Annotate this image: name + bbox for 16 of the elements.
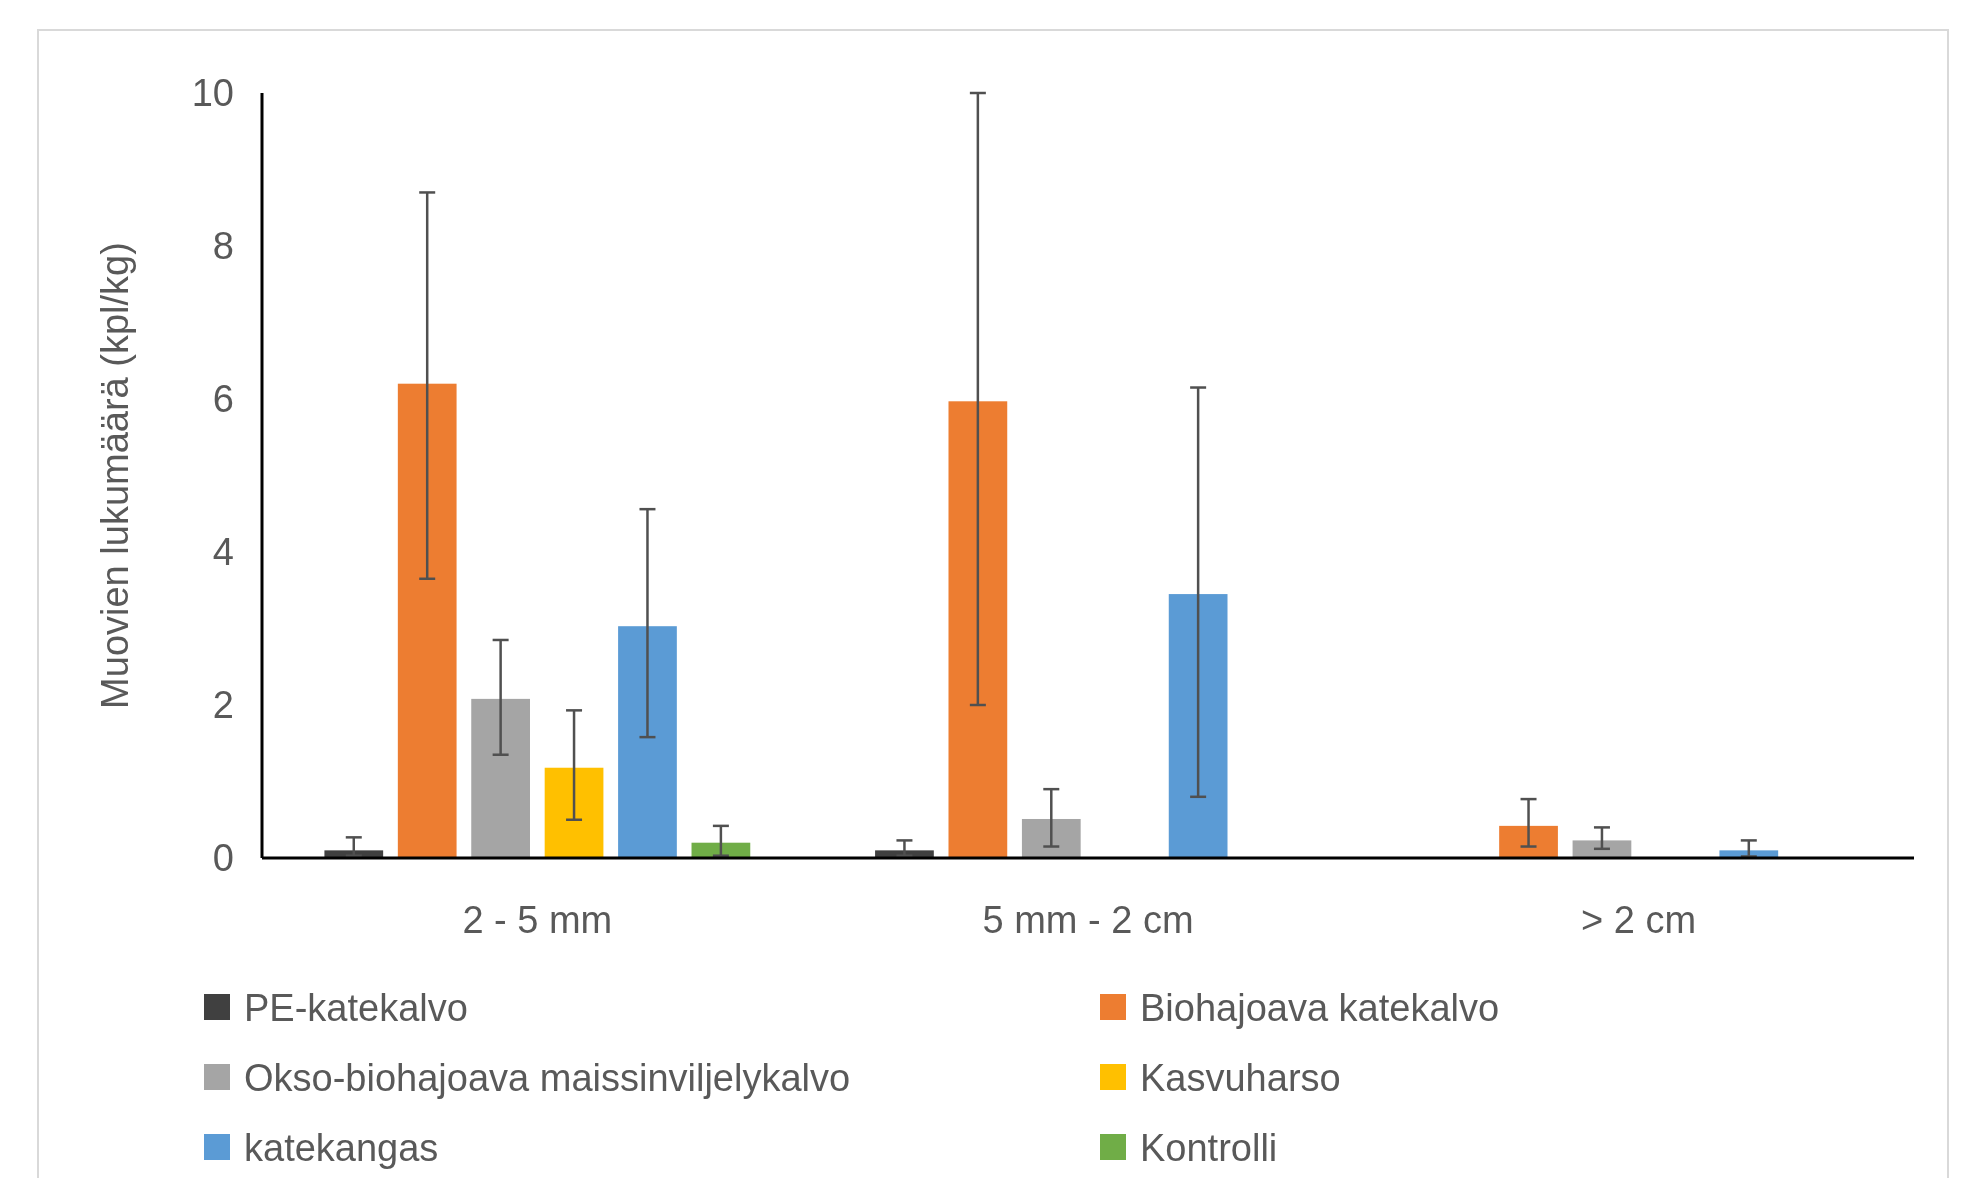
legend-label: Okso-biohajoava maissinviljelykalvo [244,1057,851,1100]
y-tick-label: 10 [191,72,234,115]
y-tick-label: 4 [212,531,234,574]
y-axis-title: Muovien lukumäärä (kpl/kg) [94,242,136,709]
y-tick-label: 0 [212,837,234,880]
y-tick-label: 8 [212,225,234,268]
legend-label: Biohajoava katekalvo [1140,987,1500,1030]
y-tick-label: 2 [212,684,234,727]
legend-label: Kontrolli [1140,1127,1278,1170]
x-tick-label: > 2 cm [1581,899,1697,941]
x-tick-label: 5 mm - 2 cm [982,899,1194,941]
legend-label: katekangas [244,1127,439,1170]
x-tick-label: 2 - 5 mm [462,899,613,941]
y-tick-label: 6 [212,378,234,421]
legend-label: PE-katekalvo [244,987,468,1030]
legend-label: Kasvuharso [1140,1057,1341,1100]
